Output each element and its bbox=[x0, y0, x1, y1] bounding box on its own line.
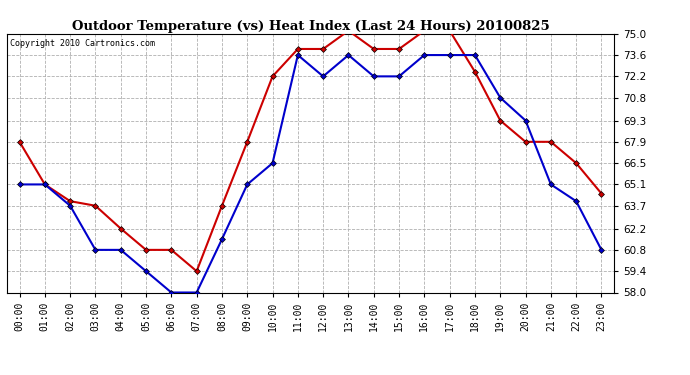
Text: Copyright 2010 Cartronics.com: Copyright 2010 Cartronics.com bbox=[10, 39, 155, 48]
Title: Outdoor Temperature (vs) Heat Index (Last 24 Hours) 20100825: Outdoor Temperature (vs) Heat Index (Las… bbox=[72, 20, 549, 33]
